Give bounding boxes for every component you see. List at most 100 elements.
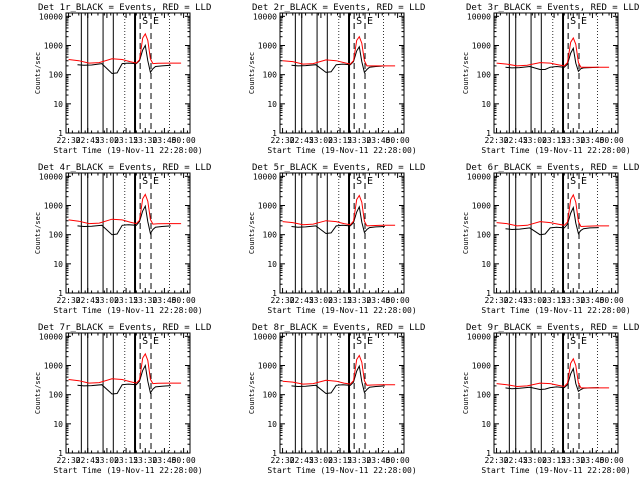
y-tick-label: 10 (481, 260, 491, 269)
series-line-lld (282, 35, 396, 67)
flare-end-marker: E (581, 16, 587, 27)
chart-panel-4: Det 4r_BLACK = Events, RED = LLD 1 10 100 10… (34, 163, 211, 315)
chart-panel-2: Det 2r_BLACK = Events, RED = LLD 1 10 100 10… (248, 3, 425, 155)
y-tick-label: 100 (49, 71, 64, 80)
x-tick-label: 23:45 (580, 136, 604, 145)
x-tick-label: 23:30 (133, 296, 157, 305)
x-tick-label: 23:15 (328, 456, 352, 465)
x-tick-label: 22:30 (57, 456, 81, 465)
plot-frame (493, 12, 619, 134)
x-tick-label: 23:00 (95, 296, 119, 305)
x-tick-label: 23:15 (328, 136, 352, 145)
x-axis-label: Start Time (19-Nov-11 22:28:00) (481, 466, 630, 475)
y-tick-label: 10000 (39, 172, 63, 181)
x-tick-label: 22:30 (271, 136, 295, 145)
x-tick-label: 23:30 (133, 456, 157, 465)
chart-title: Det 7r_BLACK = Events, RED = LLD (38, 323, 211, 333)
series-line-events (505, 205, 599, 236)
x-tick-label: 22:45 (76, 296, 100, 305)
flare-start-marker: S (142, 176, 148, 187)
x-tick-label: 00:00 (386, 456, 410, 465)
flare-start-marker: S (570, 16, 576, 27)
y-tick-label: 10 (267, 420, 277, 429)
x-tick-label: 22:45 (76, 456, 100, 465)
x-tick-label: 00:00 (386, 136, 410, 145)
x-tick-label: 23:15 (328, 296, 352, 305)
y-axis-label: Counts/sec (34, 372, 42, 414)
y-tick-label: 1000 (44, 361, 63, 370)
x-tick-label: 23:00 (523, 136, 547, 145)
series-line-lld (496, 36, 610, 68)
chart-panel-5: Det 5r_BLACK = Events, RED = LLD 1 10 100 10… (248, 163, 425, 315)
plot-frame (279, 332, 405, 454)
y-tick-label: 1 (486, 129, 491, 138)
y-tick-label: 1 (272, 289, 277, 298)
y-tick-label: 1 (486, 289, 491, 298)
x-axis-label: Start Time (19-Nov-11 22:28:00) (481, 146, 630, 155)
flare-start-marker: S (356, 336, 362, 347)
x-tick-label: 23:30 (133, 136, 157, 145)
x-tick-label: 23:00 (309, 456, 333, 465)
x-tick-label: 22:30 (485, 456, 509, 465)
flare-end-marker: E (153, 176, 159, 187)
x-tick-label: 00:00 (386, 296, 410, 305)
y-tick-label: 10 (267, 260, 277, 269)
y-axis-label: Counts/sec (248, 52, 256, 94)
x-tick-label: 22:30 (485, 296, 509, 305)
x-tick-label: 22:45 (290, 456, 314, 465)
y-tick-label: 10 (267, 100, 277, 109)
series-line-events (77, 363, 171, 395)
x-tick-label: 00:00 (600, 296, 624, 305)
series-line-events (505, 46, 599, 73)
x-tick-label: 23:45 (152, 296, 176, 305)
y-axis-label: Counts/sec (248, 372, 256, 414)
x-tick-label: 23:30 (347, 136, 371, 145)
x-tick-label: 23:00 (95, 456, 119, 465)
series-line-lld (68, 32, 182, 65)
y-tick-label: 10 (481, 100, 491, 109)
y-tick-label: 100 (477, 71, 492, 80)
y-tick-label: 100 (263, 231, 278, 240)
flare-end-marker: E (153, 336, 159, 347)
x-tick-label: 00:00 (172, 136, 196, 145)
x-tick-label: 23:30 (561, 296, 585, 305)
flare-end-marker: E (581, 176, 587, 187)
plot-frame (279, 12, 405, 134)
x-tick-label: 22:45 (76, 136, 100, 145)
x-tick-label: 23:15 (114, 296, 138, 305)
x-tick-label: 00:00 (600, 136, 624, 145)
y-tick-label: 1 (58, 289, 63, 298)
y-tick-label: 1 (272, 449, 277, 458)
x-tick-label: 23:45 (366, 456, 390, 465)
y-tick-label: 10000 (467, 12, 491, 21)
x-tick-label: 22:30 (57, 296, 81, 305)
flare-end-marker: E (153, 16, 159, 27)
x-tick-label: 22:30 (485, 136, 509, 145)
y-axis-label: Counts/sec (34, 212, 42, 254)
series-line-events (505, 367, 599, 393)
chart-panel-7: Det 7r_BLACK = Events, RED = LLD 1 10 100 10… (34, 323, 211, 475)
chart-panel-8: Det 8r_BLACK = Events, RED = LLD 1 10 100 10… (248, 323, 425, 475)
chart-title: Det 2r_BLACK = Events, RED = LLD (252, 3, 425, 13)
y-axis-label: Counts/sec (462, 52, 470, 94)
x-tick-label: 22:45 (504, 456, 528, 465)
x-tick-label: 23:30 (561, 456, 585, 465)
x-tick-label: 22:45 (504, 296, 528, 305)
series-line-events (77, 204, 171, 236)
x-tick-label: 22:30 (271, 456, 295, 465)
y-axis-label: Counts/sec (248, 212, 256, 254)
y-tick-label: 1000 (44, 201, 63, 210)
x-tick-label: 22:45 (504, 136, 528, 145)
x-tick-label: 23:45 (366, 136, 390, 145)
chart-title: Det 3r_BLACK = Events, RED = LLD (466, 3, 639, 13)
chart-title: Det 6r_BLACK = Events, RED = LLD (466, 163, 639, 173)
flare-end-marker: E (367, 16, 373, 27)
y-tick-label: 10 (53, 260, 63, 269)
y-tick-label: 100 (263, 391, 278, 400)
x-tick-label: 22:45 (290, 296, 314, 305)
flare-start-marker: S (570, 176, 576, 187)
x-tick-label: 22:30 (57, 136, 81, 145)
series-line-lld (496, 193, 610, 228)
